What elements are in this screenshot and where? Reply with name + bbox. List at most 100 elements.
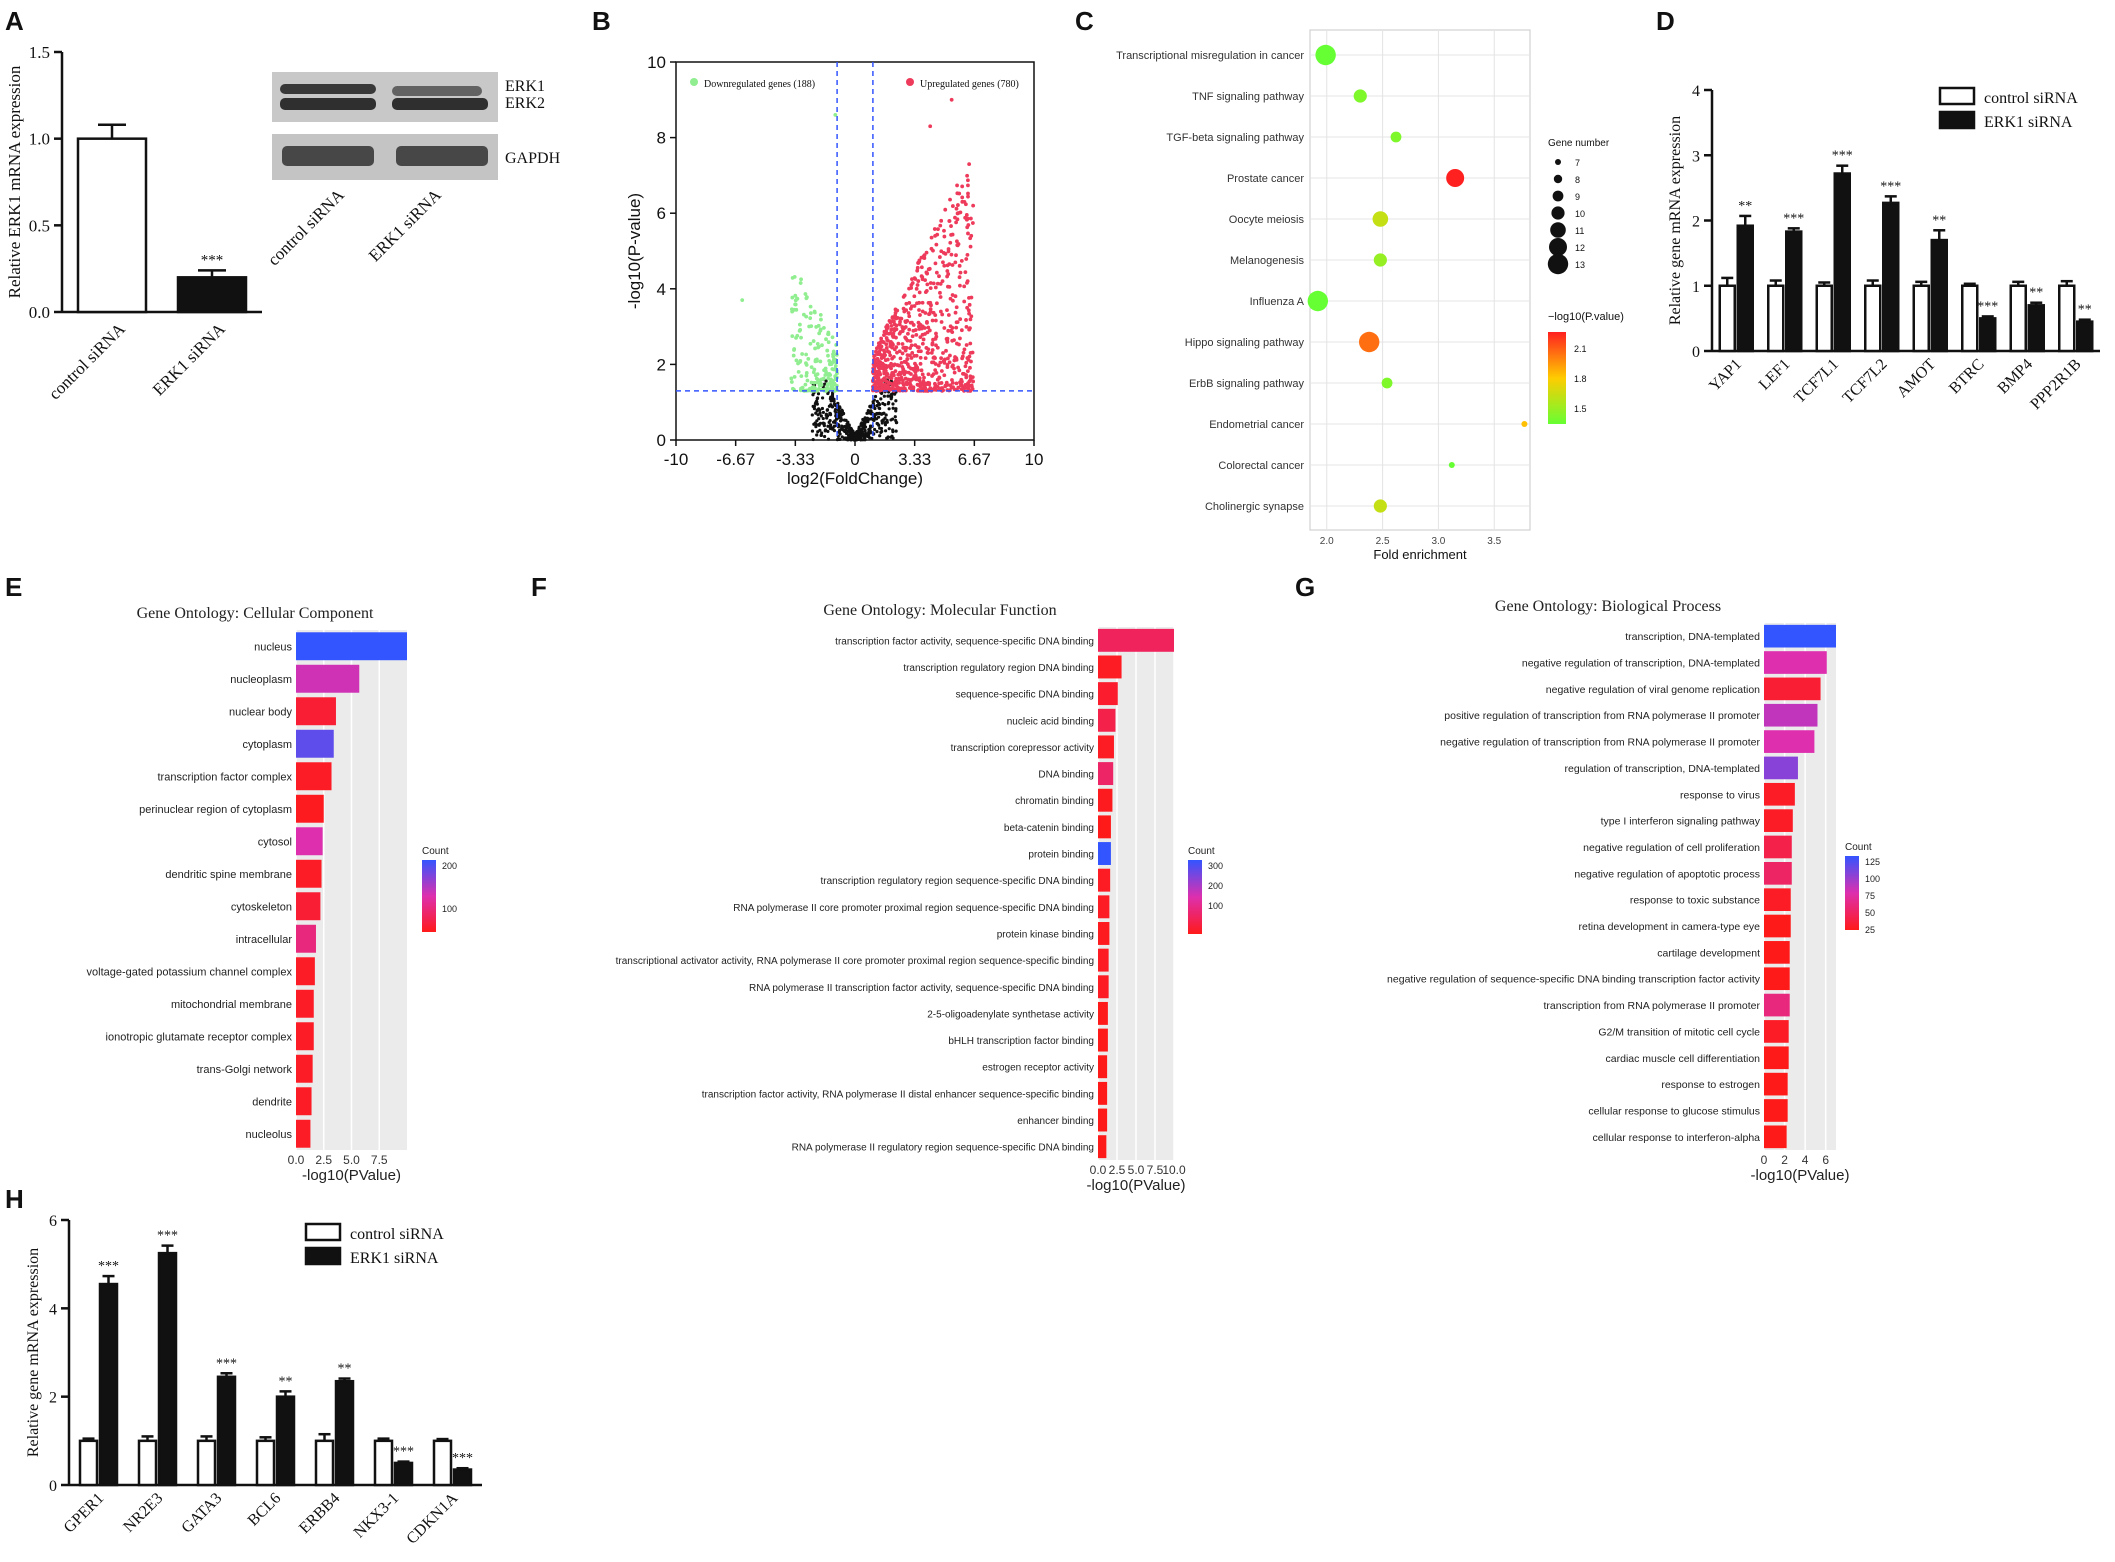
point-up [887, 318, 892, 323]
point-up [923, 278, 928, 283]
bar-erk1-sirna-ppp2r1b [2076, 320, 2094, 353]
legend-tick-label: 200 [442, 861, 457, 871]
point-up [942, 228, 946, 233]
point-up [944, 380, 949, 385]
blot-label: ERK1 [505, 78, 545, 95]
point-up [887, 381, 891, 386]
significance-mark: *** [1880, 179, 1901, 194]
point-up [907, 301, 912, 305]
point-up [950, 204, 955, 208]
bar-erk1-sirna-gper1 [98, 1282, 119, 1487]
point-nonsig [874, 417, 879, 421]
point-up [919, 326, 924, 331]
point-nonsig [878, 426, 882, 430]
go-bar [296, 1054, 313, 1083]
point-nonsig [826, 429, 830, 433]
go-bar [1098, 762, 1114, 786]
point-up [907, 327, 912, 332]
go-term-label: cardiac muscle cell differentiation [1606, 1053, 1761, 1065]
go-bar [1098, 815, 1111, 839]
point-up [885, 349, 890, 354]
point-up [909, 386, 913, 391]
go-term-label: cytosol [258, 836, 292, 848]
point-up [908, 381, 912, 386]
point-up [940, 279, 945, 284]
point-down [797, 322, 802, 327]
point-nonsig [857, 427, 861, 431]
point-up [879, 366, 884, 370]
point-down [815, 341, 820, 346]
x-axis-label: -log10(PValue) [1087, 1177, 1186, 1194]
legend-label: ERK1 siRNA [350, 1250, 439, 1267]
point-up [955, 320, 960, 325]
point-up [926, 372, 931, 377]
go-term-label: negative regulation of apoptotic process [1574, 868, 1760, 880]
point-up [920, 372, 925, 377]
pathway-dot [1373, 253, 1387, 267]
point-up [927, 312, 931, 317]
point-down [789, 376, 794, 381]
point-up [895, 350, 899, 355]
point-up [928, 300, 933, 305]
point-up [909, 286, 914, 290]
bar-control-sirna-bcl6 [255, 1439, 276, 1487]
go-term-label: cellular response to glucose stimulus [1588, 1105, 1760, 1117]
point-nonsig [815, 397, 819, 401]
go-term-label: type I interferon signaling pathway [1601, 816, 1761, 828]
bar-erk1-sirna [176, 276, 248, 314]
point-up [908, 346, 913, 351]
point-down [827, 359, 832, 363]
point-up [893, 383, 898, 387]
point-outlier [949, 97, 954, 102]
legend-tick-label: 25 [1865, 925, 1875, 935]
blot-band [392, 98, 488, 110]
point-up [935, 281, 940, 286]
point-nonsig [889, 397, 893, 401]
point-up [916, 349, 921, 354]
point-nonsig [849, 438, 853, 442]
point-up [933, 285, 938, 290]
legend-tick-label: 125 [1865, 857, 1880, 867]
y-axis-label: -log10(P-value) [625, 193, 644, 309]
go-term-label: G2/M transition of mitotic cell cycle [1598, 1026, 1760, 1038]
go-term-label: cytoplasm [242, 739, 292, 751]
pathway-label: Prostate cancer [1227, 173, 1304, 185]
point-nonsig [880, 391, 884, 396]
panel-letter-c: C [1075, 6, 1094, 36]
point-up [966, 178, 970, 183]
y-tick-label: 4 [1692, 83, 1700, 100]
point-nonsig [885, 436, 890, 440]
go-term-label: cytoskeleton [231, 901, 292, 913]
significance-mark: *** [1783, 211, 1804, 226]
color-legend-label: 2.1 [1574, 344, 1587, 354]
point-nonsig [872, 413, 877, 417]
y-axis-label: Relative gene mRNA expression [1667, 116, 1684, 325]
point-up [960, 184, 965, 189]
point-up [942, 234, 947, 239]
point-up [919, 368, 924, 373]
point-up [907, 314, 912, 319]
point-nonsig [875, 429, 879, 434]
size-legend-label: 10 [1575, 209, 1585, 219]
point-up [928, 281, 933, 285]
point-up [946, 247, 951, 251]
pathway-label: TNF signaling pathway [1192, 91, 1304, 103]
point-up [909, 343, 914, 348]
pathway-label: Endometrial cancer [1209, 419, 1304, 431]
point-up [969, 295, 974, 300]
blot-membrane-erk [272, 72, 498, 122]
go-bar [296, 859, 322, 888]
point-down [826, 332, 830, 337]
point-up [890, 345, 894, 350]
pathway-dot [1390, 131, 1402, 143]
point-up [884, 336, 889, 340]
point-nonsig [891, 402, 895, 406]
bar-control-sirna-amot [1912, 284, 1930, 353]
go-term-label: transcription regulatory region DNA bind… [903, 663, 1094, 674]
go-term-label: transcription corepressor activity [951, 743, 1094, 754]
point-up [896, 388, 900, 392]
blot-band [392, 86, 482, 96]
go-term-label: transcription factor complex [158, 771, 293, 783]
point-nonsig [875, 421, 879, 426]
go-bar [1098, 708, 1116, 732]
